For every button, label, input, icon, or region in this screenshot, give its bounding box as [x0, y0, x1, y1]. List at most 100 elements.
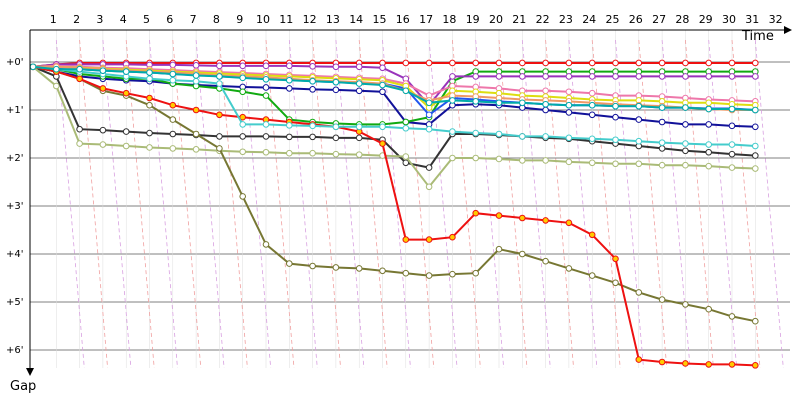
lap-diagonal [568, 39, 598, 369]
data-point [682, 121, 689, 128]
grid [30, 30, 790, 368]
data-point [542, 157, 549, 164]
data-point [192, 106, 200, 114]
data-point [752, 59, 759, 67]
data-point [262, 84, 270, 91]
data-point [309, 133, 316, 141]
x-tick-label: 32 [769, 13, 783, 26]
series-group [29, 63, 759, 369]
data-point [519, 99, 526, 107]
lap-diagonal [475, 39, 505, 369]
data-point [705, 361, 713, 368]
x-tick-label: 20 [489, 13, 503, 26]
data-point [262, 148, 270, 156]
data-point [146, 101, 153, 109]
data-point [169, 116, 177, 123]
data-point [262, 62, 270, 70]
x-tick-label: 26 [629, 13, 643, 26]
data-point [682, 301, 689, 308]
data-point [658, 139, 666, 146]
x-tick-label: 13 [326, 13, 340, 26]
series-line [32, 65, 756, 111]
data-point [76, 125, 83, 133]
data-point [53, 65, 60, 73]
series-line [32, 65, 756, 147]
data-point [612, 279, 619, 287]
data-point [495, 99, 503, 107]
data-point [542, 59, 549, 67]
data-point [309, 262, 316, 270]
data-point [355, 123, 363, 131]
data-point [192, 77, 200, 85]
data-point [752, 73, 759, 80]
series-line [32, 65, 756, 367]
data-point [286, 76, 293, 84]
data-point [309, 86, 316, 93]
lap-diagonal [661, 39, 691, 369]
data-point [239, 74, 246, 82]
data-point [29, 63, 37, 71]
data-point [355, 151, 363, 158]
data-point [379, 267, 386, 275]
series-group [29, 61, 759, 109]
data-point [402, 159, 410, 167]
x-tick-label: 29 [699, 13, 713, 26]
data-point [472, 154, 480, 162]
x-tick-label: 25 [606, 13, 620, 26]
data-point [355, 265, 363, 272]
series-group [29, 63, 759, 131]
data-point [588, 73, 596, 80]
data-point [588, 111, 596, 119]
data-point [705, 59, 713, 67]
data-point [425, 125, 433, 133]
data-point [658, 358, 666, 366]
data-point [192, 72, 200, 79]
lap-diagonal [312, 39, 341, 369]
data-point [379, 88, 386, 96]
lap-diagonal [195, 39, 225, 369]
data-point [262, 241, 270, 248]
data-point [332, 63, 340, 71]
data-point [425, 236, 433, 243]
data-point [425, 59, 433, 67]
data-point [588, 101, 596, 109]
data-point [402, 124, 410, 132]
data-point [192, 146, 200, 153]
lap-diagonal [55, 39, 85, 369]
x-tick-label: 18 [442, 13, 456, 26]
x-tick-label: 9 [236, 13, 243, 26]
x-tick-label: 6 [166, 13, 173, 26]
data-point [192, 130, 200, 138]
data-point [146, 129, 153, 137]
data-point [379, 81, 386, 89]
data-point [169, 76, 177, 84]
data-point [705, 305, 713, 313]
data-point [309, 63, 316, 70]
data-point [588, 272, 596, 279]
data-point [495, 59, 503, 67]
data-point [332, 150, 340, 158]
lap-diagonal [754, 39, 784, 369]
data-point [705, 121, 713, 128]
data-point [588, 135, 596, 143]
data-point [239, 121, 246, 128]
data-point [449, 97, 456, 104]
data-point [332, 123, 340, 131]
data-point [379, 140, 386, 147]
data-point [588, 89, 596, 97]
data-point [239, 193, 246, 200]
data-point [239, 133, 246, 140]
data-point [752, 123, 759, 131]
x-axis-arrow-icon [784, 26, 792, 34]
lap-diagonal [335, 39, 365, 369]
data-point [565, 109, 573, 116]
data-point [402, 118, 410, 126]
x-tick-label: 7 [190, 13, 197, 26]
data-point [309, 122, 316, 130]
data-point [286, 149, 293, 157]
data-point [752, 152, 759, 159]
data-point [355, 134, 363, 142]
data-point [682, 360, 689, 367]
data-point [705, 162, 713, 170]
data-point [682, 161, 689, 169]
